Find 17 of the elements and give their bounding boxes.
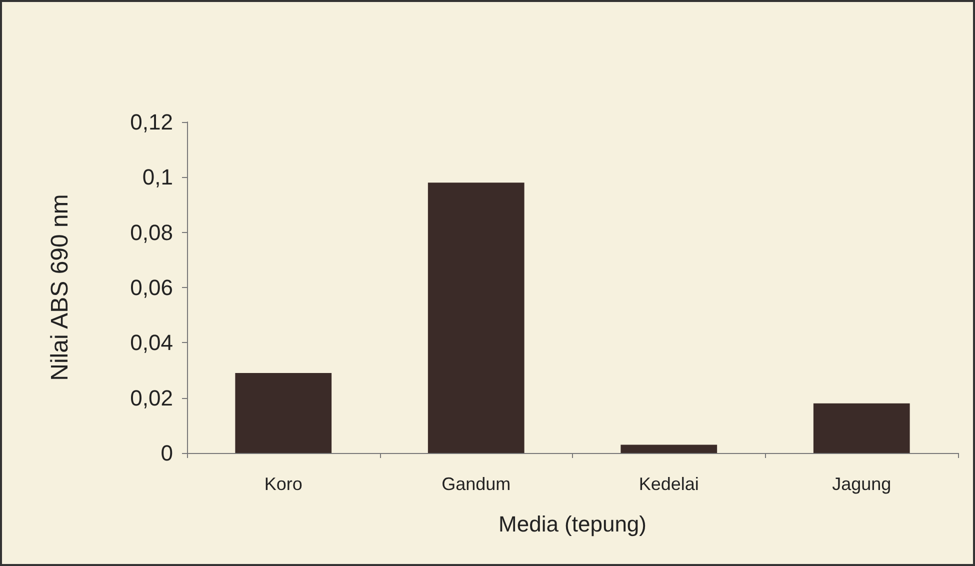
y-tick-label: 0,06 bbox=[130, 275, 173, 300]
bar bbox=[620, 444, 718, 453]
y-tick-label: 0,12 bbox=[130, 110, 173, 134]
y-tick-label: 0,08 bbox=[130, 220, 173, 245]
bar bbox=[428, 182, 524, 453]
x-axis-title: Media (tepung) bbox=[498, 512, 646, 536]
bar bbox=[813, 403, 910, 453]
x-tick-label: Gandum bbox=[442, 474, 511, 494]
x-tick-label: Kedelai bbox=[638, 474, 699, 494]
bar bbox=[235, 373, 332, 453]
x-tick-label: Jagung bbox=[832, 474, 892, 494]
y-tick-label: 0,1 bbox=[142, 164, 173, 190]
y-tick-label: 0,04 bbox=[130, 330, 173, 356]
x-tick-label: Koro bbox=[264, 474, 302, 494]
y-axis-title: Nilai ABS 690 nm bbox=[46, 194, 74, 381]
y-tick-label: 0,02 bbox=[130, 385, 173, 410]
y-tick-label: 0 bbox=[160, 440, 173, 466]
